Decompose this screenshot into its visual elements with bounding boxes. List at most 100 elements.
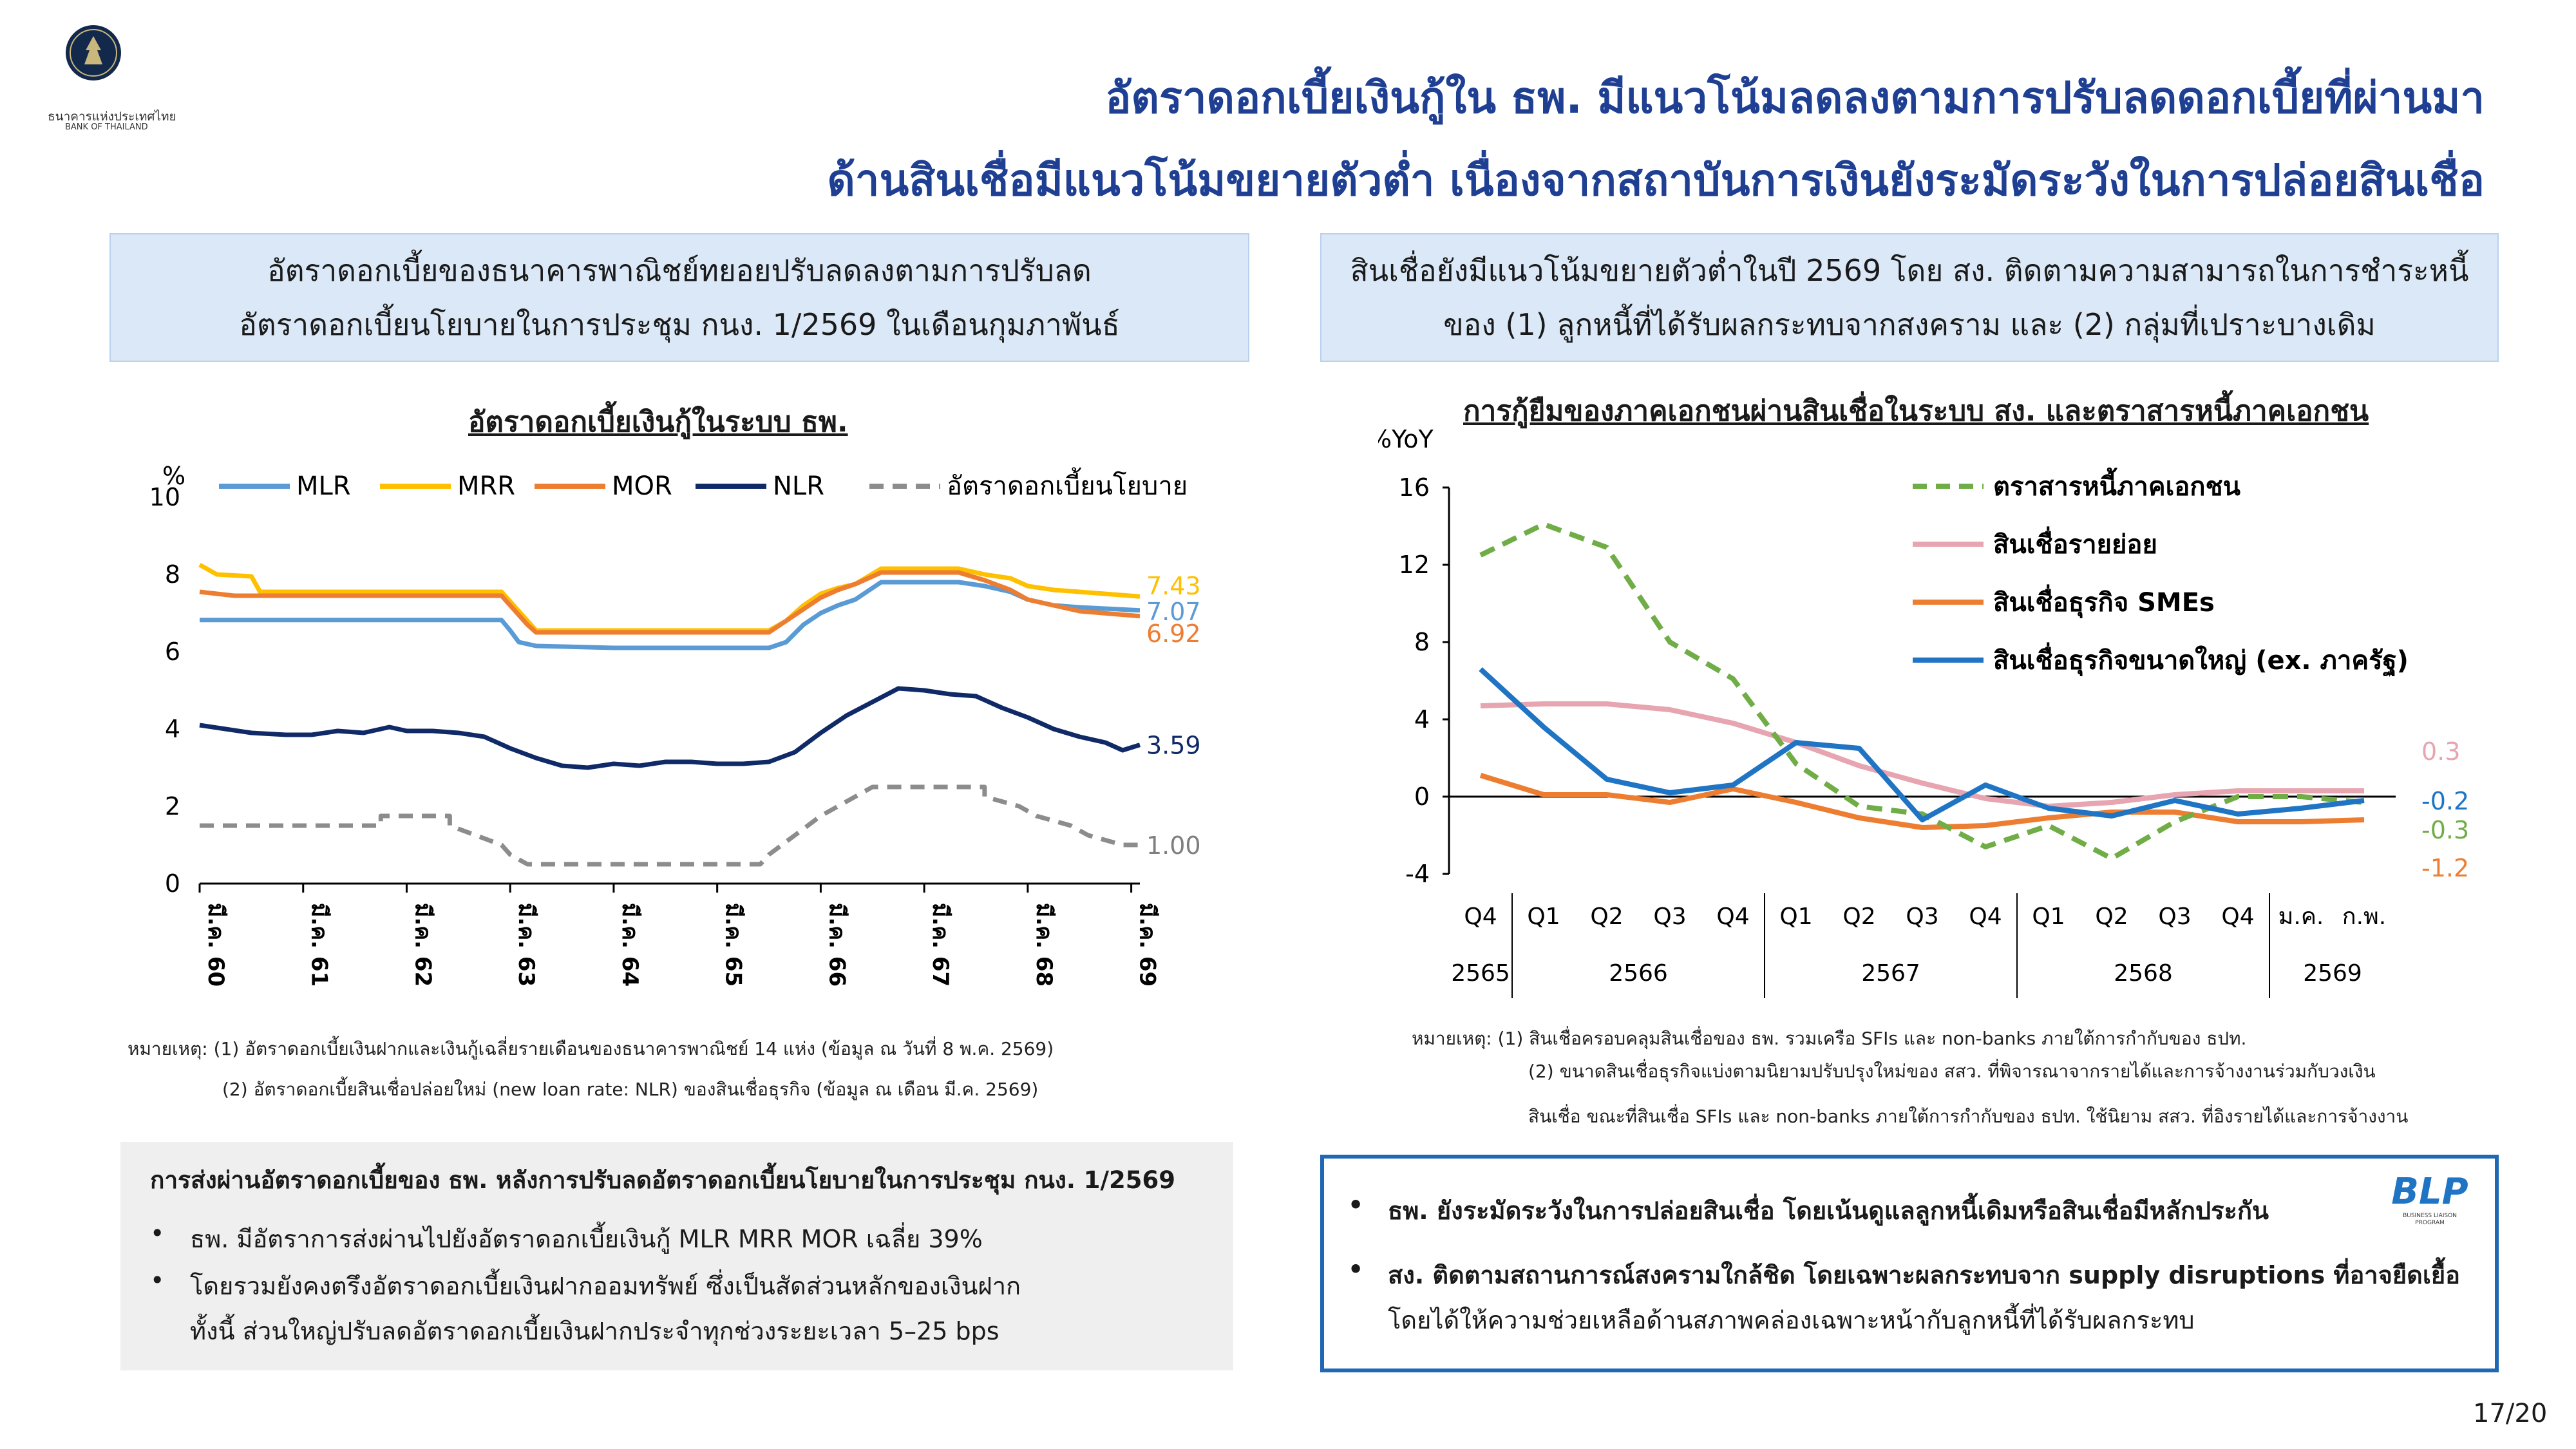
- right-legend-label: ตราสารหนี้ภาคเอกชน: [1993, 468, 2240, 502]
- bullet-dot-icon: •: [150, 1219, 165, 1247]
- transmission-bullet-2-line1: โดยรวมยังคงตรึงอัตราดอกเบี้ยเงินฝากออมทร…: [190, 1272, 1021, 1300]
- blp-logo-sub1: BUSINESS LIAISON: [2403, 1213, 2457, 1219]
- right-end-label: -0.3: [2421, 816, 2469, 844]
- left-legend-label: MOR: [612, 471, 672, 501]
- transmission-bullet-2-line2: ทั้งนี้ ส่วนใหญ่ปรับลดอัตราดอกเบี้ยเงินฝ…: [190, 1317, 999, 1345]
- left-x-tick-label: มี.ค. 66: [824, 903, 849, 987]
- left-summary-line1: อัตราดอกเบี้ยของธนาคารพาณิชย์ทยอยปรับลดล…: [267, 253, 1092, 288]
- transmission-bullet-2: • โดยรวมยังคงตรึงอัตราดอกเบี้ยเงินฝากออม…: [150, 1266, 1021, 1305]
- bot-emblem-icon: [66, 25, 121, 80]
- right-x-category-label: Q2: [1590, 904, 1623, 930]
- credit-bullet-1: • ธพ. ยังระมัดระวังในการปล่อยสินเชื่อ โด…: [1348, 1191, 2269, 1230]
- left-series-line-mrr: [198, 562, 1141, 633]
- right-series-line-3: [1479, 667, 2365, 822]
- left-x-tick-label: มี.ค. 64: [617, 903, 643, 987]
- left-note-1: หมายเหตุ: (1) อัตราดอกเบี้ยเงินฝากและเงิ…: [128, 1038, 1054, 1059]
- right-end-label: 0.3: [2421, 737, 2460, 766]
- left-y-tick-label: 8: [165, 560, 180, 589]
- transmission-heading: การส่งผ่านอัตราดอกเบี้ยของ ธพ. หลังการปร…: [150, 1166, 1176, 1194]
- blp-logo: BLP BUSINESS LIAISON PROGRAM: [2388, 1171, 2472, 1227]
- left-end-label: 7.07: [1146, 598, 1201, 626]
- left-x-tick-label: มี.ค. 62: [410, 903, 435, 987]
- transmission-bullet-1-text: ธพ. มีอัตราการส่งผ่านไปยังอัตราดอกเบี้ยเ…: [190, 1225, 983, 1253]
- left-legend-label: อัตราดอกเบี้ยนโยบาย: [947, 467, 1188, 501]
- right-year-label: 2567: [1861, 960, 1920, 987]
- credit-bullet-2: • สง. ติดตามสถานการณ์สงครามใกล้ชิด โดยเฉ…: [1348, 1255, 2460, 1294]
- right-x-category-label: Q2: [1842, 904, 1875, 930]
- right-year-label: 2565: [1451, 960, 1510, 987]
- left-legend-label: MRR: [457, 471, 515, 501]
- right-x-category-label: Q1: [1779, 904, 1812, 930]
- left-x-tick-label: มี.ค. 65: [721, 903, 746, 987]
- right-x-category-label: Q4: [2221, 904, 2254, 930]
- right-x-category-label: Q3: [2158, 904, 2191, 930]
- logo-text-en: BANK OF THAILAND: [65, 122, 148, 132]
- left-y-tick-label: 10: [149, 483, 180, 511]
- right-note-3: สินเชื่อ ขณะที่สินเชื่อ SFIs และ non-ban…: [1528, 1106, 2409, 1127]
- right-y-tick-label: -4: [1405, 860, 1430, 888]
- left-x-tick-label: มี.ค. 67: [927, 903, 953, 987]
- right-x-category-label: ม.ค.: [2278, 904, 2324, 930]
- left-note-2: (2) อัตราดอกเบี้ยสินเชื่อปล่อยใหม่ (new …: [222, 1079, 1039, 1100]
- right-y-tick-label: 8: [1414, 628, 1430, 656]
- blp-logo-text: BLP: [2391, 1171, 2468, 1213]
- right-x-category-label: Q2: [2095, 904, 2128, 930]
- right-summary-line2: ของ (1) ลูกหนี้ที่ได้รับผลกระทบจากสงคราม…: [1443, 307, 2376, 342]
- bullet-dot-icon: •: [150, 1266, 165, 1294]
- left-end-label: 1.00: [1146, 831, 1201, 860]
- right-series-line-1: [1480, 701, 2364, 809]
- left-series-line-policy: [200, 784, 1140, 867]
- right-x-category-label: Q4: [1464, 904, 1497, 930]
- right-year-label: 2569: [2303, 960, 2362, 987]
- right-series-line-2: [1479, 773, 2365, 830]
- credit-bullet-2-line2: โดยได้ให้ความช่วยเหลือด้านสภาพคล่องเฉพาะ…: [1388, 1306, 2195, 1334]
- right-x-category-label: Q3: [1906, 904, 1938, 930]
- right-x-category-label: Q4: [1969, 904, 2002, 930]
- right-legend-label: สินเชื่อธุรกิจขนาดใหญ่ (ex. ภาครัฐ): [1993, 642, 2409, 677]
- right-x-category-label: Q4: [1716, 904, 1749, 930]
- right-year-label: 2566: [1609, 960, 1668, 987]
- left-summary-box: อัตราดอกเบี้ยของธนาคารพาณิชย์ทยอยปรับลดล…: [109, 233, 1249, 362]
- right-y-axis-label: %YoY: [1378, 425, 1434, 453]
- right-series-line-0: [1479, 522, 2365, 861]
- right-x-category-label: Q1: [1527, 904, 1560, 930]
- left-series-line-nlr: [199, 686, 1141, 770]
- left-x-tick-label: มี.ค. 60: [203, 903, 229, 987]
- left-end-label: 6.92: [1146, 620, 1201, 648]
- left-end-label: 7.43: [1146, 572, 1201, 600]
- page-number: 17/20: [2473, 1399, 2548, 1428]
- right-note-2: (2) ขนาดสินเชื่อธุรกิจแบ่งตามนิยามปรับปร…: [1528, 1061, 2376, 1082]
- right-x-category-label: Q3: [1653, 904, 1686, 930]
- right-y-tick-label: 4: [1414, 705, 1430, 734]
- right-line-chart: -4 0 4 8 12 16 %YoY Q4 Q1 Q2 Q3 Q4 Q1 Q2 Q3 Q4 Q1 Q2 Q3 Q4 ม…: [1378, 425, 2469, 998]
- credit-bullet-2-line1: สง. ติดตามสถานการณ์สงครามใกล้ชิด โดยเฉพา…: [1388, 1261, 2460, 1289]
- left-x-tick-label: มี.ค. 63: [513, 903, 539, 987]
- left-end-label: 3.59: [1146, 732, 1201, 760]
- right-x-category-label: ก.พ.: [2342, 904, 2386, 930]
- right-year-label: 2568: [2114, 960, 2173, 987]
- left-summary-line2: อัตราดอกเบี้ยนโยบายในการประชุม กนง. 1/25…: [239, 307, 1120, 342]
- transmission-bullet-1: • ธพ. มีอัตราการส่งผ่านไปยังอัตราดอกเบี้…: [150, 1219, 983, 1258]
- right-y-tick-label: 16: [1399, 473, 1430, 502]
- right-note-1: หมายเหตุ: (1) สินเชื่อครอบคลุมสินเชื่อขอ…: [1412, 1028, 2247, 1049]
- left-y-tick-label: 0: [165, 869, 180, 898]
- right-summary-box: สินเชื่อยังมีแนวโน้มขยายตัวต่ำในปี 2569 …: [1320, 233, 2499, 362]
- right-y-tick-label: 0: [1414, 782, 1430, 811]
- left-chart-title: อัตราดอกเบี้ยเงินกู้ในระบบ ธพ.: [468, 406, 848, 439]
- left-y-tick-label: 2: [165, 792, 180, 820]
- bullet-dot-icon: •: [1348, 1255, 1364, 1283]
- right-end-label: -0.2: [2421, 787, 2469, 815]
- credit-bullet-1-text: ธพ. ยังระมัดระวังในการปล่อยสินเชื่อ โดยเ…: [1388, 1197, 2269, 1225]
- right-end-label: -1.2: [2421, 854, 2469, 882]
- left-legend-label: NLR: [773, 471, 824, 501]
- right-legend-label: สินเชื่อรายย่อย: [1993, 526, 2157, 560]
- left-y-axis-label: %: [162, 462, 185, 490]
- right-x-category-label: Q1: [2032, 904, 2065, 930]
- left-line-chart: 0 2 4 6 8 10% มี.ค. 60 มี.ค. 61 มี.ค. 62 มี.ค. 63…: [149, 462, 1201, 987]
- left-y-tick-label: 4: [165, 715, 180, 743]
- left-legend-label: MLR: [296, 471, 351, 501]
- right-chart-title: การกู้ยืมของภาคเอกชนผ่านสินเชื่อในระบบ ส…: [1463, 395, 2369, 428]
- bullet-dot-icon: •: [1348, 1191, 1364, 1219]
- page-title-line2: ด้านสินเชื่อมีแนวโน้มขยายตัวต่ำ เนื่องจา…: [827, 155, 2485, 205]
- left-y-tick-label: 6: [165, 638, 180, 666]
